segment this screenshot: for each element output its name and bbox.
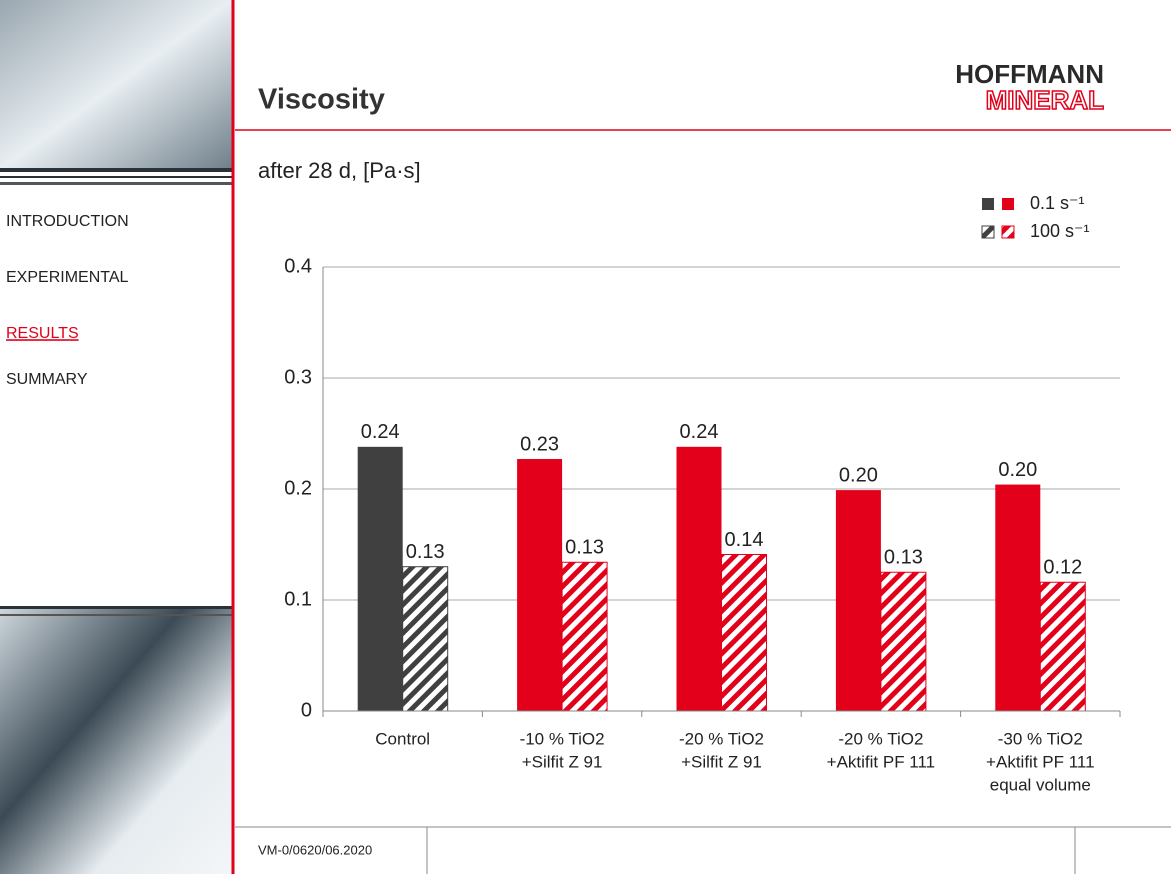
bar	[676, 446, 722, 711]
value-label: 0.14	[725, 529, 764, 551]
value-label: 0.12	[1043, 557, 1082, 579]
bar	[995, 484, 1041, 711]
slide-title: Viscosity	[258, 84, 385, 116]
legend-label: 0.1 s⁻¹	[1030, 193, 1085, 213]
value-label: 0.20	[839, 464, 878, 486]
nav-item[interactable]: RESULTS	[6, 325, 79, 342]
sidebar-stripe	[0, 614, 232, 616]
sidebar-stripe	[0, 606, 232, 609]
chart-subtitle: after 28 d, [Pa·s]	[258, 158, 421, 183]
x-tick-label: +Aktifit PF 111	[827, 752, 936, 771]
bar	[1039, 581, 1086, 712]
value-label: 0.13	[406, 541, 445, 563]
x-tick-label: -20 % TiO2	[679, 729, 764, 748]
nav-item[interactable]: INTRODUCTION	[6, 213, 129, 230]
value-label: 0.24	[680, 421, 719, 443]
legend-swatch	[1001, 225, 1015, 239]
bar	[357, 446, 403, 711]
y-tick-label: 0.1	[284, 588, 312, 610]
x-tick-label: -30 % TiO2	[998, 729, 1083, 748]
value-label: 0.24	[361, 421, 400, 443]
sidebar-image-bottom	[0, 606, 232, 874]
legend-swatch	[982, 198, 994, 210]
x-tick-label: +Silfit Z 91	[522, 752, 603, 771]
bar	[835, 490, 881, 711]
footer-code: VM-0/0620/06.2020	[258, 842, 372, 857]
sidebar-image-top	[0, 0, 232, 170]
legend-label: 100 s⁻¹	[1030, 221, 1090, 241]
bar	[721, 553, 767, 712]
sidebar-stripe	[0, 176, 232, 178]
logo-top: HOFFMANN	[955, 59, 1104, 89]
y-tick-label: 0.4	[284, 255, 312, 277]
x-tick-label: -20 % TiO2	[838, 729, 923, 748]
value-label: 0.13	[565, 537, 604, 559]
bar	[561, 561, 608, 712]
bar	[402, 566, 449, 712]
value-label: 0.23	[520, 433, 559, 455]
sidebar-stripe	[0, 168, 232, 172]
x-tick-label: Control	[375, 729, 430, 748]
value-label: 0.20	[998, 459, 1037, 481]
legend-swatch	[981, 225, 995, 239]
bar	[517, 459, 563, 711]
x-tick-label: +Aktifit PF 111	[986, 752, 1095, 771]
nav-item[interactable]: SUMMARY	[6, 371, 88, 388]
nav-item[interactable]: EXPERIMENTAL	[6, 269, 129, 286]
x-tick-label: equal volume	[990, 775, 1091, 794]
y-tick-label: 0	[301, 699, 312, 721]
x-tick-label: -10 % TiO2	[520, 729, 605, 748]
x-tick-label: +Silfit Z 91	[681, 752, 762, 771]
logo-bottom: MINERAL	[986, 85, 1105, 115]
value-label: 0.13	[884, 547, 923, 569]
sidebar-stripe	[0, 182, 232, 185]
bar	[880, 571, 927, 712]
y-tick-label: 0.3	[284, 366, 312, 388]
y-tick-label: 0.2	[284, 477, 312, 499]
legend-swatch	[1002, 198, 1014, 210]
